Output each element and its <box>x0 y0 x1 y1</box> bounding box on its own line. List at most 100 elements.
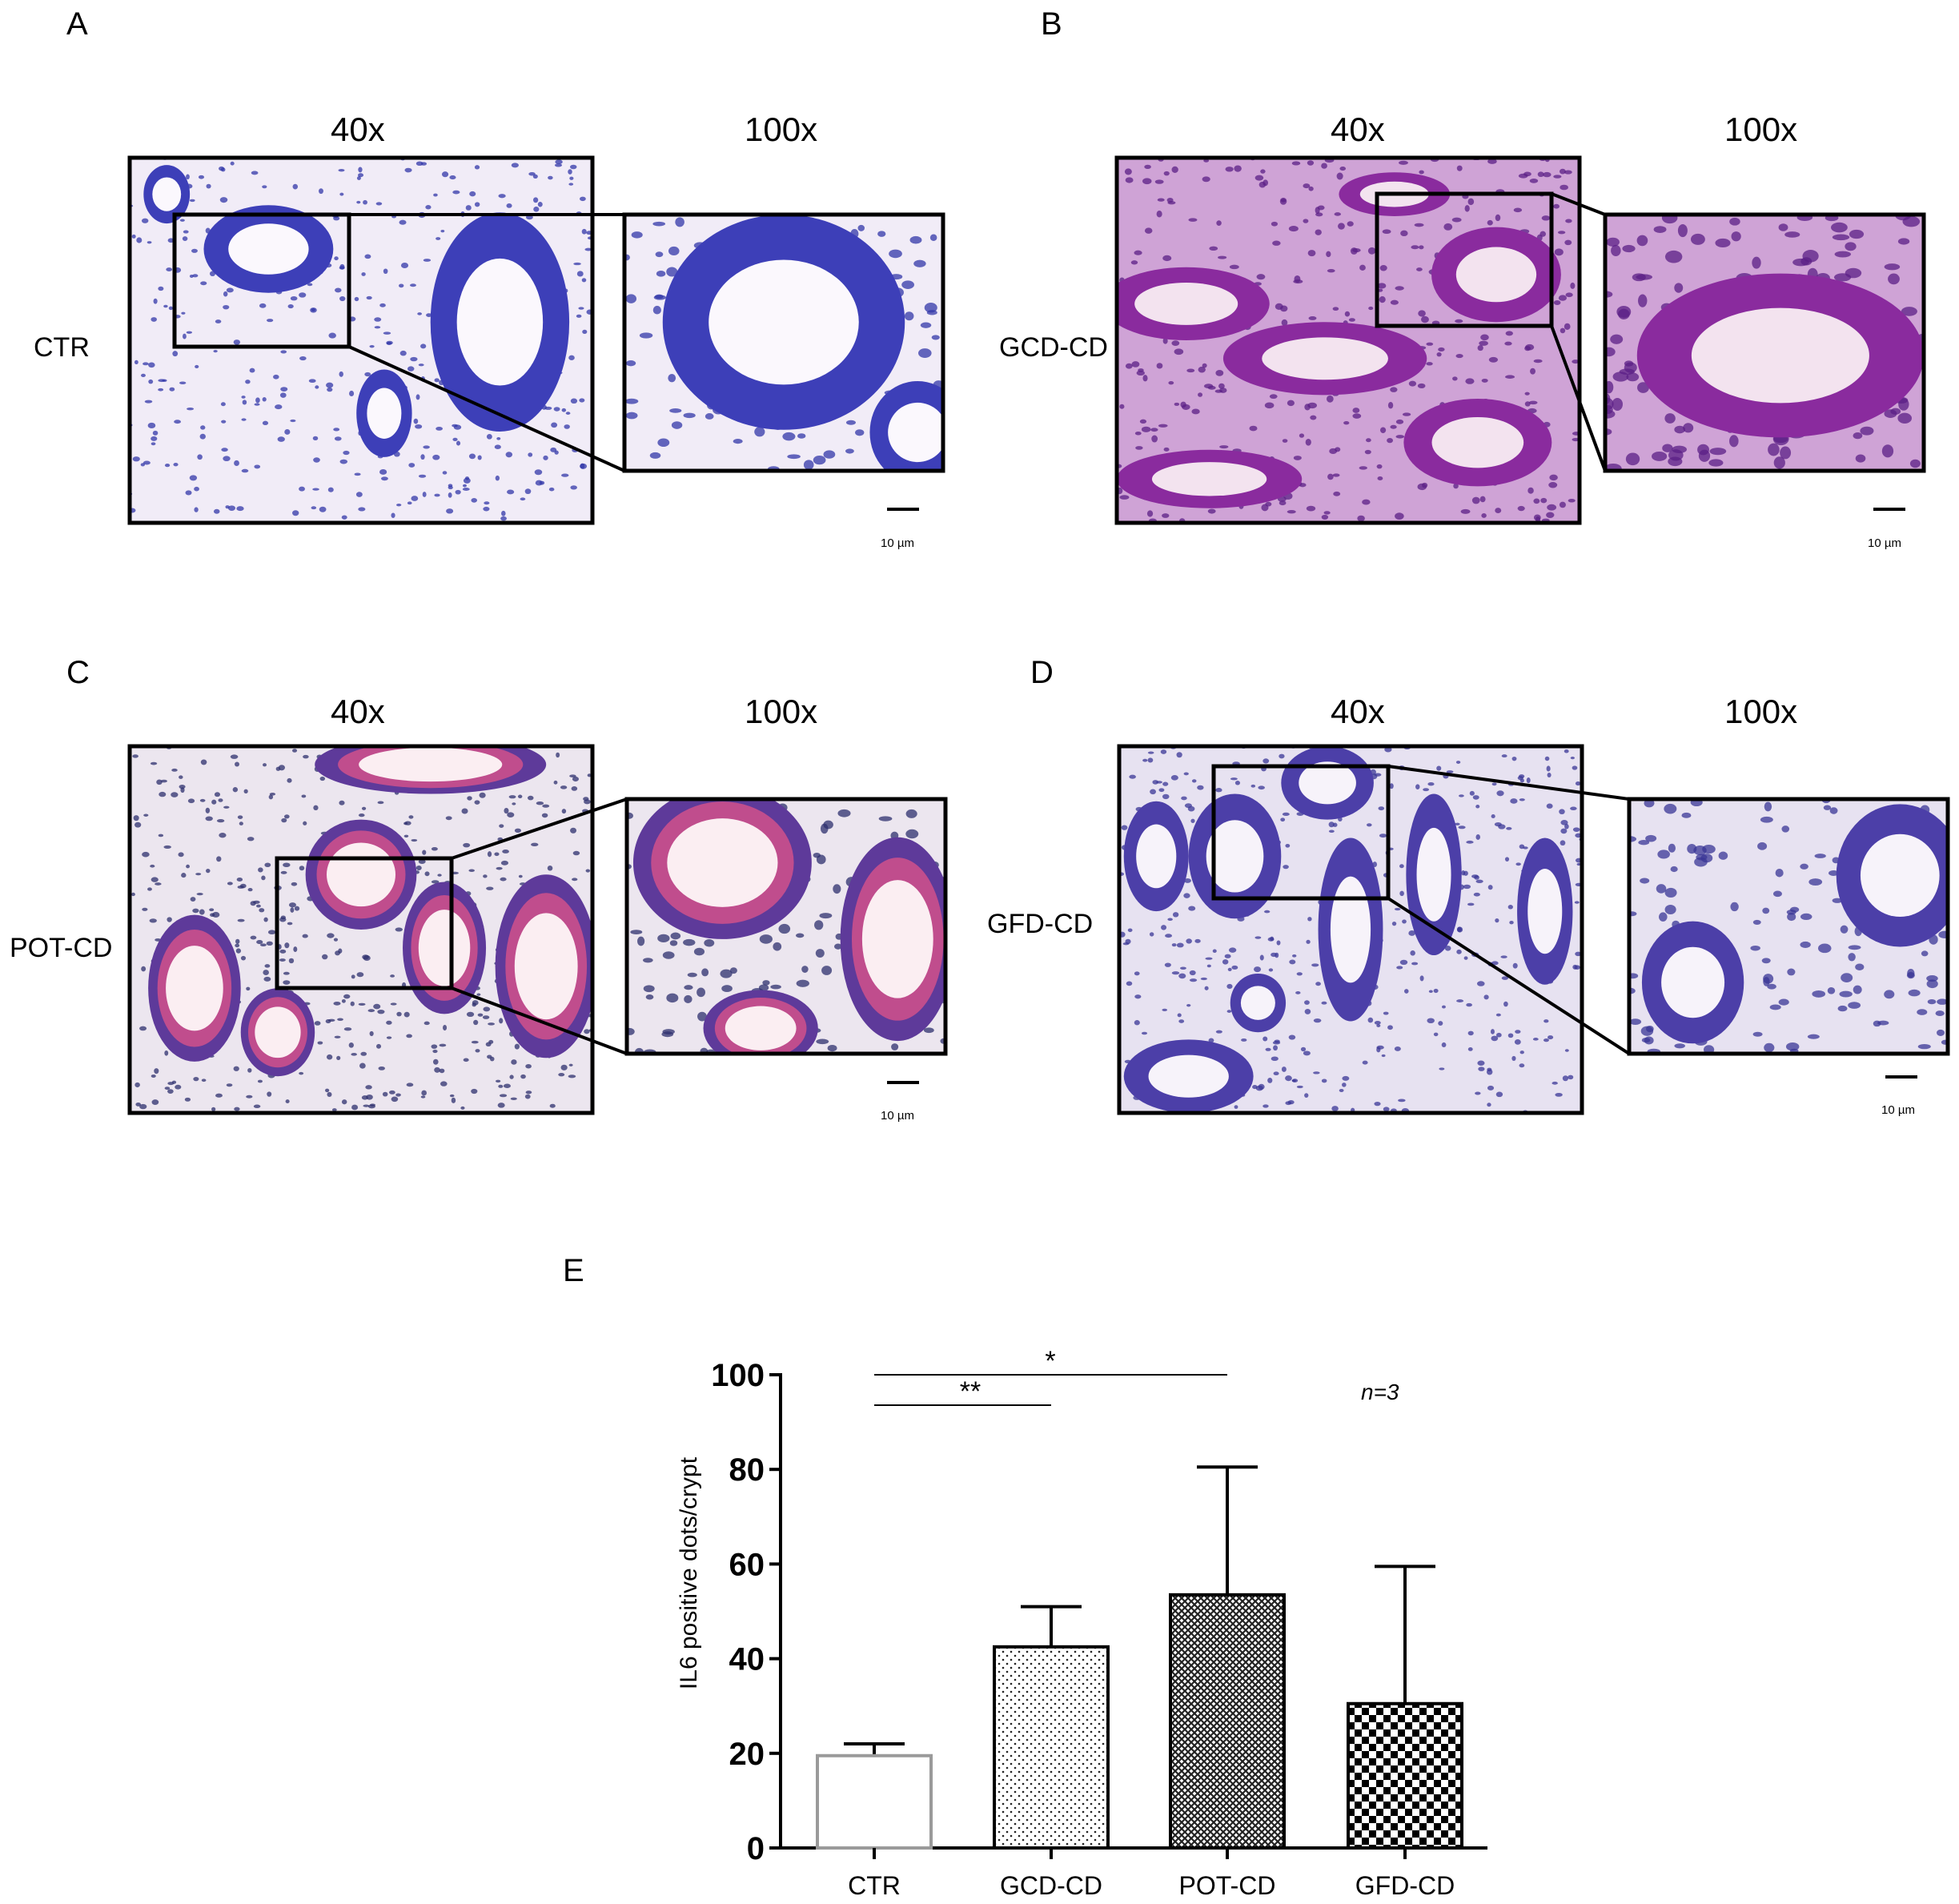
nucleus <box>1562 1075 1569 1082</box>
nucleus <box>442 471 448 475</box>
nucleus <box>1644 799 1655 808</box>
nucleus <box>1303 183 1311 189</box>
nucleus <box>299 486 305 492</box>
zoom-line-c-top <box>451 797 628 860</box>
nucleus <box>527 795 534 801</box>
nucleus <box>1183 893 1190 898</box>
nucleus <box>584 1029 590 1034</box>
nucleus <box>410 356 418 362</box>
nucleus <box>283 980 291 985</box>
group-label-gcd-cd: GCD-CD <box>999 332 1108 363</box>
nucleus <box>500 877 507 882</box>
nucleus <box>1475 1091 1481 1095</box>
nucleus <box>474 800 480 805</box>
nucleus <box>1303 1050 1311 1056</box>
nucleus <box>290 419 296 423</box>
zoom-line-b-bottom <box>1550 325 1607 472</box>
nucleus <box>246 986 251 991</box>
nucleus <box>1399 890 1404 897</box>
nucleus <box>174 420 181 424</box>
nucleus <box>1332 473 1340 477</box>
nucleus <box>449 175 456 180</box>
nucleus <box>1122 942 1130 946</box>
nucleus <box>1306 939 1311 944</box>
nucleus <box>343 450 350 456</box>
nucleus <box>404 167 412 173</box>
nucleus <box>472 1002 476 1007</box>
nucleus <box>1697 444 1709 456</box>
nucleus <box>514 828 521 834</box>
nucleus <box>1394 907 1401 911</box>
nucleus <box>215 319 222 323</box>
nucleus <box>192 274 199 278</box>
nucleus <box>279 958 286 962</box>
nucleus <box>1505 375 1515 379</box>
nucleus <box>1800 913 1812 921</box>
nucleus <box>1191 779 1197 783</box>
nucleus <box>171 1080 177 1084</box>
nucleus <box>483 1006 491 1012</box>
nucleus <box>206 868 211 874</box>
nucleus <box>1855 963 1865 970</box>
nucleus <box>1189 978 1198 982</box>
nucleus <box>1281 319 1288 327</box>
nucleus <box>439 1043 447 1047</box>
nucleus <box>1436 765 1442 771</box>
nucleus <box>1853 432 1863 440</box>
nucleus <box>1352 408 1360 413</box>
nucleus <box>436 237 441 240</box>
crypt-lumen <box>228 223 309 275</box>
nucleus <box>855 429 865 436</box>
nucleus <box>1622 244 1636 253</box>
nucleus <box>1672 445 1687 453</box>
nucleus <box>383 331 391 335</box>
nucleus <box>264 862 271 868</box>
nucleus <box>1291 1079 1296 1083</box>
frame-a-100x <box>622 212 945 473</box>
nucleus <box>408 463 415 468</box>
nucleus <box>1321 1079 1327 1083</box>
nucleus <box>683 938 696 946</box>
nucleus <box>1395 286 1404 291</box>
nucleus <box>1775 868 1784 878</box>
nucleus <box>1204 986 1209 990</box>
nucleus <box>226 1083 233 1087</box>
nucleus <box>1495 1013 1501 1017</box>
nucleus <box>1897 412 1912 424</box>
nucleus <box>262 420 269 426</box>
crypt-lumen <box>1151 462 1267 496</box>
nucleus <box>219 833 227 838</box>
nucleus <box>1300 1046 1307 1052</box>
nucleus <box>1287 510 1296 514</box>
nucleus <box>390 974 395 978</box>
nucleus <box>284 942 290 949</box>
nucleus <box>1150 428 1158 432</box>
nucleus <box>1778 223 1788 231</box>
nucleus <box>1281 1066 1287 1072</box>
nucleus <box>280 350 287 354</box>
frame-a-40x <box>127 155 595 525</box>
crypt-lumen <box>1330 876 1371 983</box>
nucleus <box>355 492 363 497</box>
nucleus <box>499 1094 508 1098</box>
nucleus <box>178 852 184 858</box>
nucleus <box>1501 976 1509 980</box>
nucleus <box>506 203 512 208</box>
nucleus <box>194 507 199 512</box>
nucleus <box>143 362 149 366</box>
nucleus <box>132 754 138 758</box>
nucleus <box>147 887 152 891</box>
nucleus <box>395 1093 401 1097</box>
nucleus <box>333 938 339 942</box>
nucleus <box>803 460 814 470</box>
nucleus <box>1487 1103 1491 1107</box>
nucleus <box>351 1052 357 1056</box>
mag-label-c-40x: 40x <box>331 693 385 730</box>
nucleus <box>1606 237 1620 247</box>
nucleus <box>273 374 279 380</box>
nucleus <box>1479 496 1486 503</box>
panel-letter-b: B <box>1041 6 1062 42</box>
nucleus <box>363 1104 370 1107</box>
nucleus <box>1704 1045 1715 1054</box>
nucleus <box>528 452 533 457</box>
